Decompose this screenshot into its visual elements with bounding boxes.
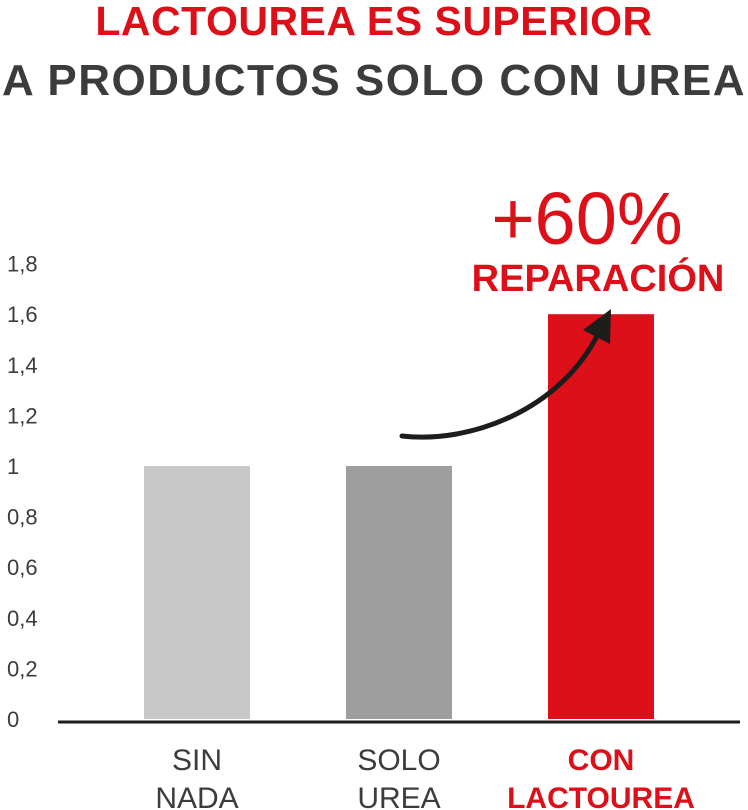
category-label: SIN xyxy=(172,744,222,777)
title-part-1: LACTOUREA ES xyxy=(95,0,435,44)
y-tick-label: 1,8 xyxy=(7,252,38,277)
annotation-percentage: +60% xyxy=(491,177,682,260)
bar-2 xyxy=(346,466,452,719)
y-tick-label: 0 xyxy=(7,707,19,732)
category-label: LACTOUREA xyxy=(507,782,695,810)
category-label: NADA xyxy=(155,782,238,810)
y-tick-label: 1 xyxy=(7,454,19,479)
category-label: UREA xyxy=(357,782,440,810)
y-tick-label: 1,2 xyxy=(7,403,38,428)
arrow-curve xyxy=(399,331,601,440)
category-label: CON xyxy=(568,744,635,777)
y-tick-label: 0,6 xyxy=(7,555,38,580)
y-tick-label: 1,6 xyxy=(7,302,38,327)
y-tick-label: 0,4 xyxy=(7,606,38,631)
title-emphasis: SUPERIOR xyxy=(434,0,653,44)
y-axis-ticks: 0 0,2 0,4 0,6 0,8 1 1,2 1,4 1,6 1,8 xyxy=(7,252,38,732)
y-tick-label: 1,4 xyxy=(7,353,38,378)
y-tick-label: 0,8 xyxy=(7,505,38,530)
annotation: +60% REPARACIÓN xyxy=(399,177,725,440)
y-tick-label: 0,2 xyxy=(7,656,38,681)
bars xyxy=(144,314,654,719)
annotation-label: REPARACIÓN xyxy=(472,256,725,300)
chart-title-line1: LACTOUREA ES SUPERIOR xyxy=(0,0,748,45)
x-axis-categories: SIN NADA SOLO UREA CON LACTOUREA xyxy=(155,744,695,810)
bar-1 xyxy=(144,466,250,719)
category-label: SOLO xyxy=(357,744,440,777)
bar-3 xyxy=(548,314,654,719)
chart-title-line2: A PRODUCTOS SOLO CON UREA xyxy=(2,56,746,105)
arrow-head-icon xyxy=(583,309,611,344)
